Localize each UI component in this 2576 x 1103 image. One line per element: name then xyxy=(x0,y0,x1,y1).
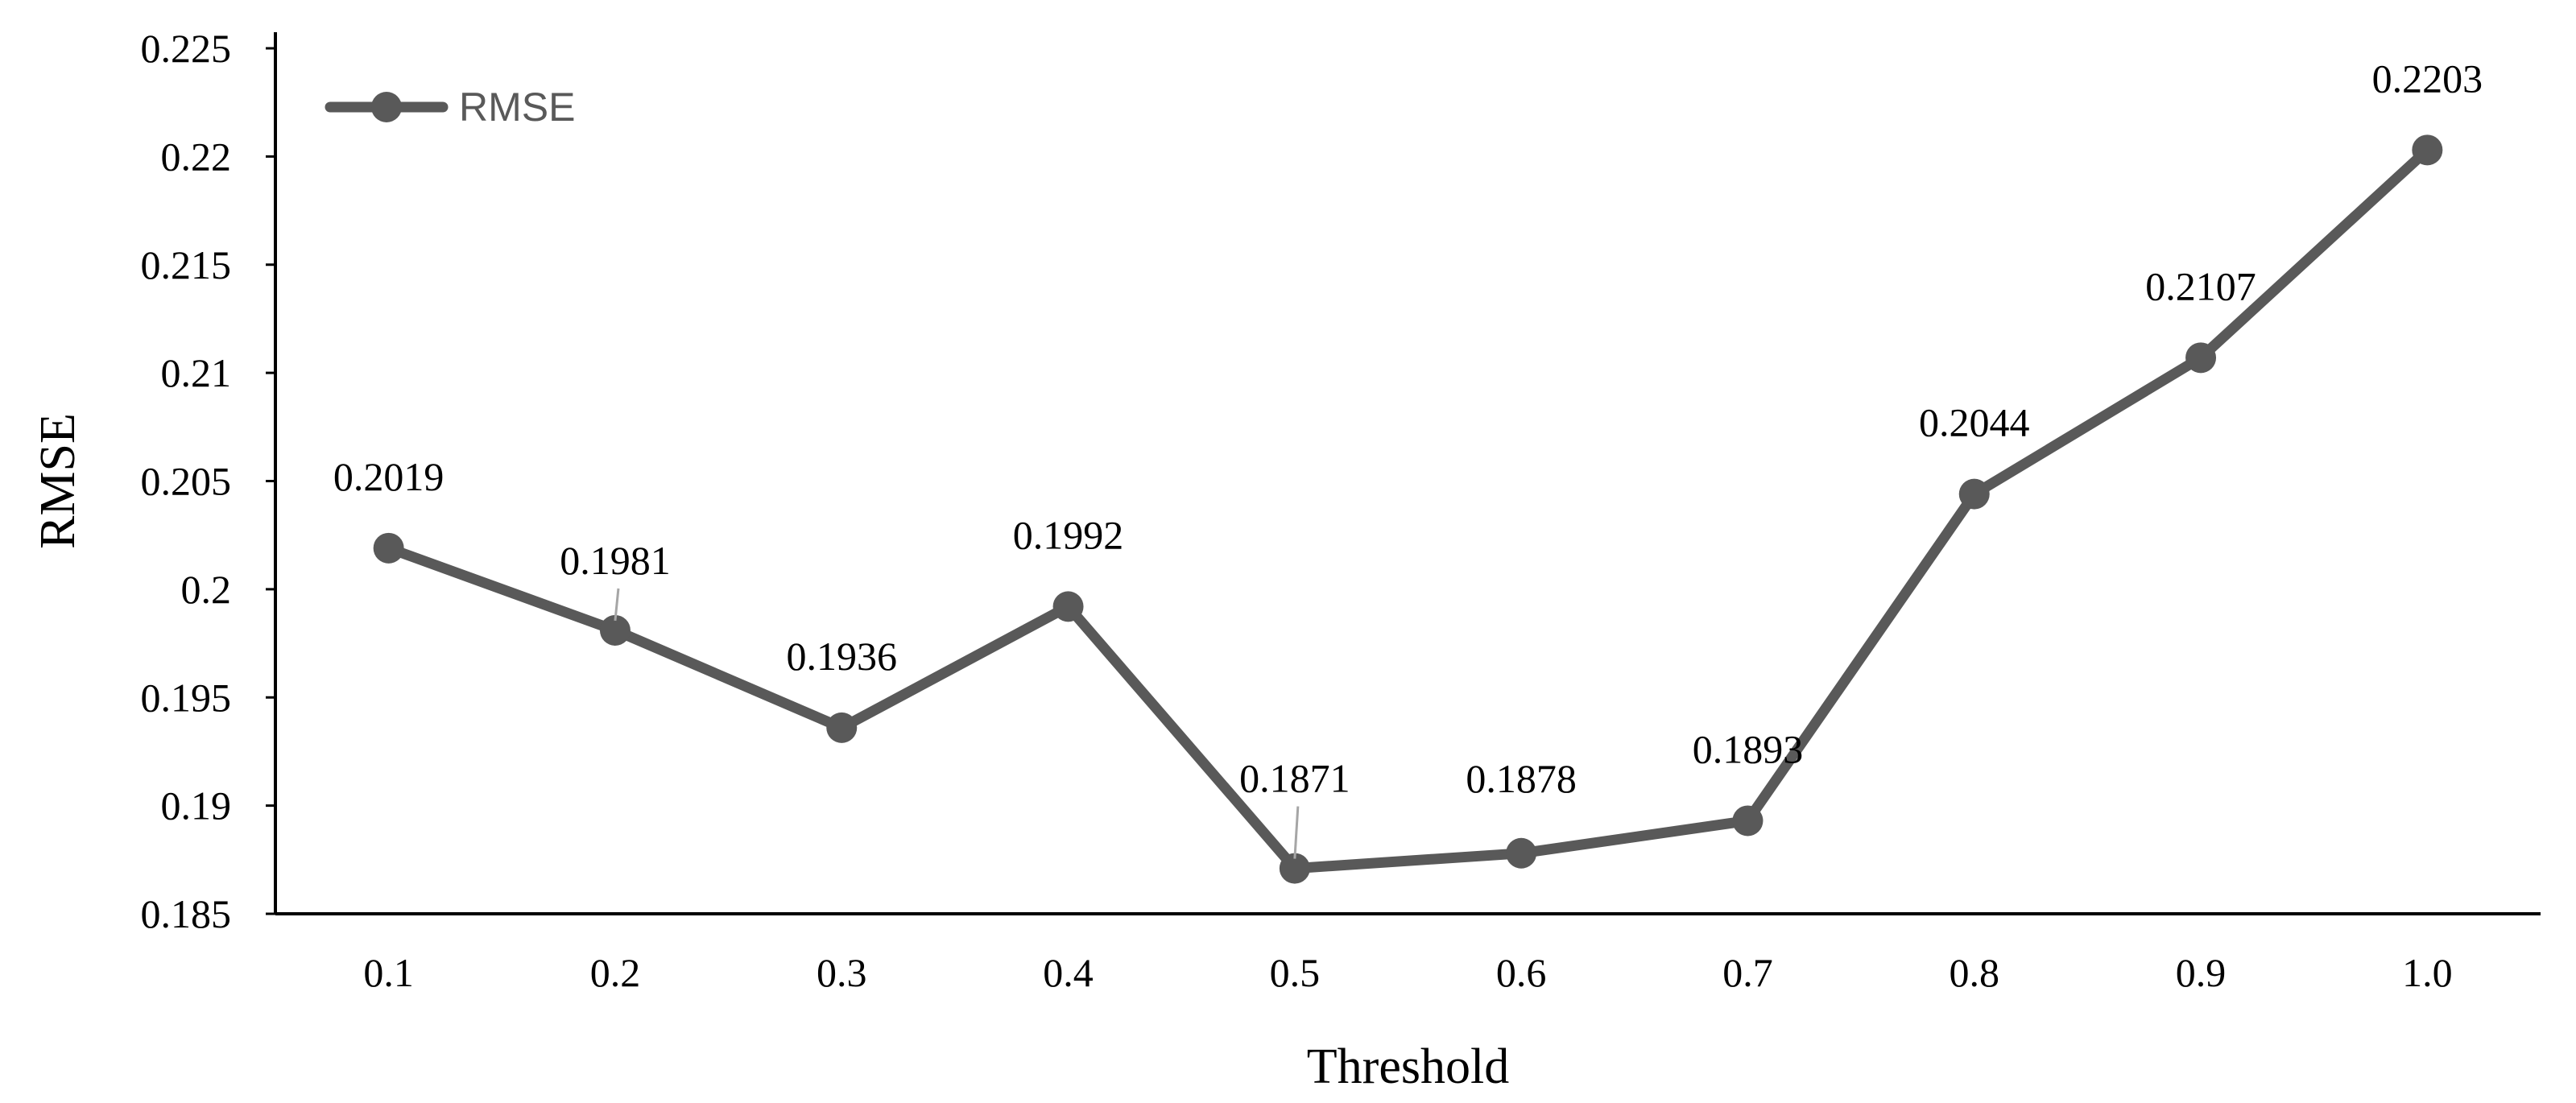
y-tick-label: 0.185 xyxy=(141,891,232,936)
data-point xyxy=(1958,478,1990,510)
x-tick-label: 1.0 xyxy=(2402,950,2453,995)
y-tick-label: 0.22 xyxy=(161,134,232,179)
series-layer xyxy=(373,134,2443,884)
data-labels: 0.2019 0.1981 0.1936 0.1992 0.1871 0.1878 0.18… xyxy=(333,56,2483,859)
y-tick-label: 0.2 xyxy=(181,567,232,612)
x-tick-label: 0.4 xyxy=(1043,950,1094,995)
x-tick-label: 0.3 xyxy=(817,950,867,995)
data-label: 0.2019 xyxy=(333,454,444,499)
y-tick-label: 0.225 xyxy=(141,26,232,71)
x-axis-title: Threshold xyxy=(1307,1039,1509,1094)
x-tick-label: 0.1 xyxy=(363,950,414,995)
data-label-leader xyxy=(614,588,620,622)
data-point xyxy=(2185,342,2217,374)
x-tick-label: 0.9 xyxy=(2176,950,2227,995)
axes xyxy=(274,32,2541,915)
data-point xyxy=(1732,805,1764,837)
x-axis-ticks: 0.1 0.2 0.3 0.4 0.5 0.6 0.7 0.8 0.9 1.0 xyxy=(363,950,2452,995)
data-point xyxy=(1506,837,1537,869)
legend-marker-swatch xyxy=(371,92,402,122)
y-tick-label: 0.195 xyxy=(141,675,232,720)
y-tick-label: 0.21 xyxy=(161,350,232,395)
data-label: 0.2203 xyxy=(2372,56,2483,101)
data-label: 0.1992 xyxy=(1013,512,1124,557)
series-line-rmse xyxy=(383,144,2433,874)
data-label-leader xyxy=(1293,806,1300,859)
data-label: 0.2107 xyxy=(2145,263,2256,308)
legend-label: RMSE xyxy=(459,85,575,130)
x-tick-label: 0.6 xyxy=(1496,950,1547,995)
data-point xyxy=(599,614,631,646)
y-axis-ticks: 0.185 0.19 0.195 0.2 0.205 0.21 0.215 0.22 0.225 xyxy=(141,26,275,936)
data-point xyxy=(1052,591,1084,622)
x-tick-label: 0.2 xyxy=(590,950,641,995)
y-tick-label: 0.205 xyxy=(141,459,232,504)
y-tick-label: 0.19 xyxy=(161,783,232,828)
legend: RMSE xyxy=(325,85,575,130)
data-label: 0.1981 xyxy=(560,538,671,583)
data-label: 0.1893 xyxy=(1693,726,1804,771)
data-label: 0.1871 xyxy=(1239,756,1350,801)
x-tick-label: 0.8 xyxy=(1950,950,2000,995)
y-tick-label: 0.215 xyxy=(141,242,232,287)
y-axis-title: RMSE xyxy=(31,413,85,549)
data-point xyxy=(826,712,858,743)
data-label: 0.1878 xyxy=(1466,756,1577,801)
data-label: 0.2044 xyxy=(1919,400,2030,445)
data-point xyxy=(1279,853,1310,884)
data-label: 0.1936 xyxy=(787,634,898,679)
data-point xyxy=(373,532,404,564)
x-tick-label: 0.5 xyxy=(1270,950,1321,995)
x-tick-label: 0.7 xyxy=(1722,950,1773,995)
data-point xyxy=(2412,134,2443,166)
